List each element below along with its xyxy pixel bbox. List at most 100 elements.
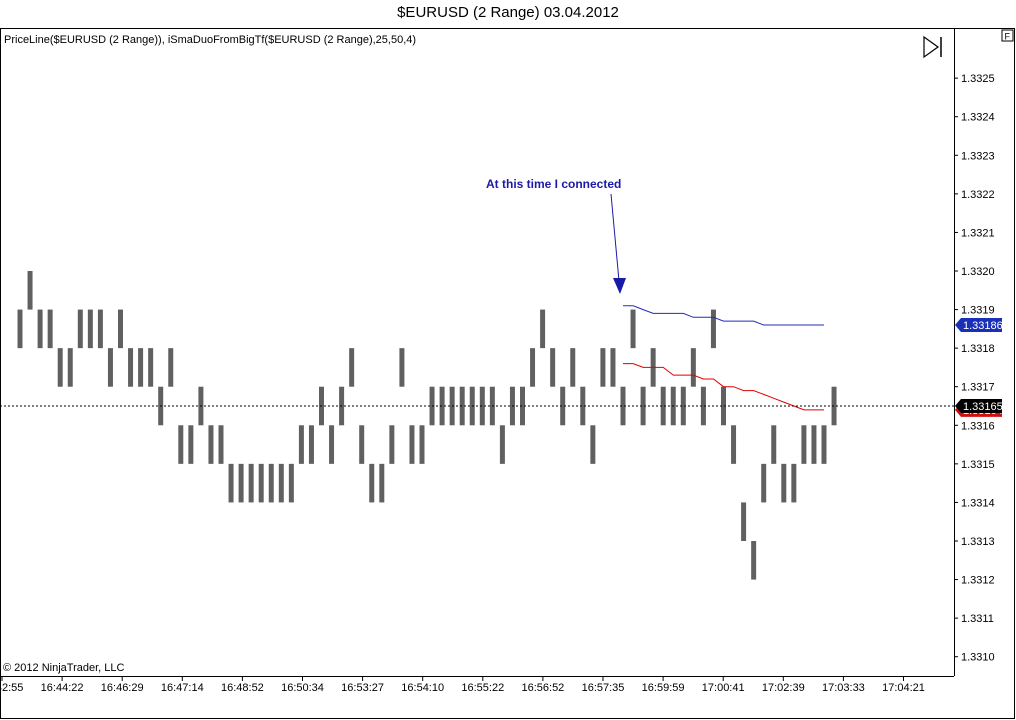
range-bar (359, 425, 365, 464)
range-bar (329, 425, 335, 464)
x-tick-label: 16:59:59 (642, 682, 685, 694)
corner-badge[interactable]: F (1005, 32, 1011, 42)
blue-sma-price-label-bg (955, 318, 1002, 332)
x-tick-label: 17:02:39 (762, 682, 805, 694)
range-bar (479, 386, 485, 426)
x-tick-label: 16:42:55 (0, 682, 23, 694)
range-bar (610, 348, 616, 387)
sma-slow-line (623, 363, 824, 411)
y-tick-label: 1.3324 (961, 112, 995, 124)
range-bar (560, 386, 566, 426)
y-tick-label: 1.3322 (961, 189, 995, 201)
range-bar (248, 463, 254, 503)
x-tick-label: 16:56:52 (521, 682, 564, 694)
range-bar (751, 541, 757, 580)
skip-to-end-icon[interactable] (923, 35, 942, 59)
range-bar (77, 309, 83, 349)
y-tick-label: 1.3323 (961, 150, 995, 162)
range-bar (620, 386, 626, 426)
range-bar (47, 309, 53, 349)
x-axis: 16:42:55 16:44:22 16:46:29 16:47:14 16:48:52… (0, 676, 925, 694)
range-bar (761, 463, 767, 503)
y-tick-label: 1.3317 (961, 382, 995, 394)
last-price-label-bg (955, 399, 1002, 413)
x-tick-label: 17:03:33 (822, 682, 865, 694)
range-bar (148, 348, 154, 387)
indicator-label: PriceLine($EURUSD (2 Range)), iSmaDuoFro… (4, 34, 416, 46)
range-bar (831, 386, 837, 426)
range-bar (499, 425, 505, 464)
range-bar (27, 271, 33, 310)
range-bar (600, 348, 606, 387)
range-bar (409, 425, 415, 464)
annotation-arrow-head (613, 278, 626, 294)
y-tick-label: 1.3325 (961, 73, 995, 85)
range-bar (238, 463, 244, 503)
range-bar (168, 348, 174, 387)
range-bar (771, 425, 777, 464)
range-bar (530, 348, 536, 387)
range-bar (178, 425, 184, 464)
range-bar (298, 425, 304, 464)
range-bar (389, 425, 395, 464)
range-bar (580, 386, 586, 426)
range-bar (781, 463, 787, 503)
y-tick-label: 1.3310 (961, 652, 995, 664)
range-bar (399, 348, 405, 387)
sma-fast-line (623, 305, 824, 326)
x-tick-label: 16:55:22 (461, 682, 504, 694)
range-bar (791, 463, 797, 503)
range-bar (268, 463, 274, 503)
x-tick-label: 16:48:52 (221, 682, 264, 694)
range-bar (308, 425, 314, 464)
range-bar (17, 309, 23, 349)
range-bar (349, 348, 355, 387)
range-bar (37, 309, 43, 349)
range-bar (218, 425, 224, 464)
range-bar (811, 425, 817, 464)
x-tick-label: 16:46:29 (101, 682, 144, 694)
range-bar (640, 386, 646, 426)
range-bar (278, 463, 284, 503)
corner-badge-box[interactable] (1001, 29, 1014, 42)
range-bar (228, 463, 234, 503)
x-tick-label: 17:00:41 (702, 682, 745, 694)
y-tick-label: 1.3311 (961, 613, 994, 625)
y-tick-label: 1.3316 (961, 420, 995, 432)
y-axis: 1.3310 1.3311 1.3312 1.3313 1.3314 1.3315 1.33… (954, 73, 995, 664)
range-bar (419, 425, 425, 464)
y-tick-label: 1.3318 (961, 343, 995, 355)
x-tick-label: 16:44:22 (41, 682, 84, 694)
y-tick-label: 1.3319 (961, 305, 995, 317)
range-bar (801, 425, 807, 464)
range-bar (630, 309, 636, 349)
range-bar (128, 348, 134, 387)
range-bar (258, 463, 264, 503)
range-bar (550, 348, 556, 387)
range-bar (138, 348, 144, 387)
range-bar (540, 309, 546, 349)
range-bar (741, 502, 747, 541)
range-bar (660, 386, 666, 426)
range-bar (97, 309, 103, 349)
x-tick-label: 16:53:27 (341, 682, 384, 694)
annotation-text: At this time I connected (486, 177, 621, 191)
range-bar (87, 309, 93, 349)
x-tick-label: 16:54:10 (401, 682, 444, 694)
range-bar (520, 386, 525, 426)
x-tick-label: 16:50:34 (281, 682, 324, 694)
y-tick-label: 1.3315 (961, 459, 995, 471)
range-bar (57, 348, 63, 387)
range-bar (590, 425, 596, 464)
y-tick-label: 1.3320 (961, 266, 995, 278)
annotation-arrow-line (610, 193, 620, 282)
y-tick-label: 1.3314 (961, 497, 995, 509)
y-tick-label: 1.3313 (961, 536, 995, 548)
y-tick-label: 1.3321 (961, 227, 995, 239)
range-bar (379, 463, 385, 503)
y-tick-label: 1.3312 (961, 575, 995, 587)
range-bars (17, 271, 837, 580)
x-tick-label: 16:57:35 (582, 682, 625, 694)
